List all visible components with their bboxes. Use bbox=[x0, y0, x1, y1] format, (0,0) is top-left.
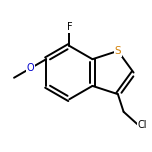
Text: S: S bbox=[115, 46, 121, 56]
Text: F: F bbox=[67, 22, 72, 32]
Text: O: O bbox=[26, 64, 34, 73]
Text: Cl: Cl bbox=[138, 120, 147, 130]
